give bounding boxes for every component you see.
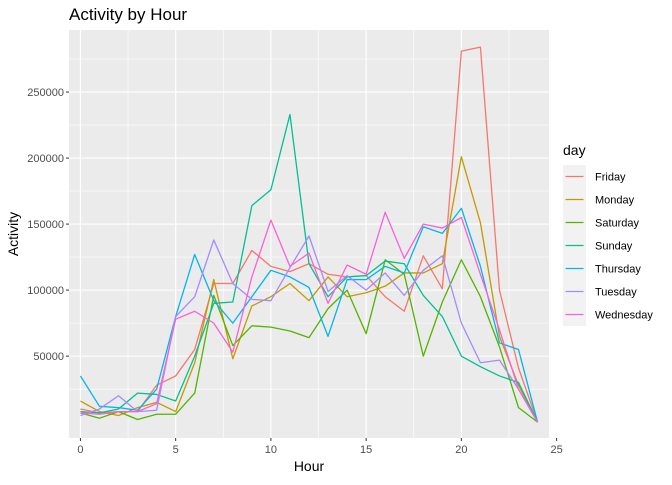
legend-label: Sunday xyxy=(595,241,633,253)
legend-label: Saturday xyxy=(595,218,640,230)
legend-title: day xyxy=(563,142,586,158)
plot-panel xyxy=(69,30,549,438)
x-tick-label: 0 xyxy=(77,444,83,456)
y-tick-label: 150000 xyxy=(27,219,64,231)
legend-item-monday: Monday xyxy=(563,188,635,211)
legend-item-friday: Friday xyxy=(563,165,626,188)
legend-label: Thursday xyxy=(595,264,641,276)
y-tick-label: 100000 xyxy=(27,285,64,297)
legend-label: Monday xyxy=(595,195,635,207)
series-line-thursday xyxy=(79,207,539,423)
legend-label: Tuesday xyxy=(595,287,637,299)
legend: day Friday Monday Saturday Sunday Thursday Tu… xyxy=(563,142,653,326)
chart-title: Activity by Hour xyxy=(69,5,187,24)
legend-label: Friday xyxy=(595,172,626,184)
x-tick-label: 20 xyxy=(455,444,467,456)
x-axis-title: Hour xyxy=(294,458,325,474)
legend-label: Wednesday xyxy=(595,310,653,322)
y-tick-label: 50000 xyxy=(33,351,64,363)
legend-item-thursday: Thursday xyxy=(563,257,641,280)
x-tick-label: 10 xyxy=(265,444,277,456)
x-tick-label: 25 xyxy=(550,444,562,456)
y-axis: 50000 100000 150000 200000 250000 xyxy=(27,87,69,363)
minor-grid xyxy=(69,30,549,438)
legend-item-tuesday: Tuesday xyxy=(563,280,637,303)
series-line-sunday xyxy=(80,113,539,423)
legend-item-sunday: Sunday xyxy=(563,234,633,257)
y-axis-title: Activity xyxy=(5,212,21,256)
y-tick-label: 200000 xyxy=(27,153,64,165)
x-axis: 0 5 10 15 20 25 xyxy=(77,438,563,456)
legend-item-wednesday: Wednesday xyxy=(563,303,653,326)
x-tick-label: 5 xyxy=(173,444,179,456)
series-line-wednesday xyxy=(80,211,539,423)
x-tick-label: 15 xyxy=(360,444,372,456)
series-line-saturday xyxy=(80,259,538,423)
series-lines xyxy=(79,46,539,423)
legend-item-saturday: Saturday xyxy=(563,211,640,234)
major-grid xyxy=(69,30,558,438)
y-tick-label: 250000 xyxy=(27,87,64,99)
series-line-tuesday xyxy=(80,235,539,423)
